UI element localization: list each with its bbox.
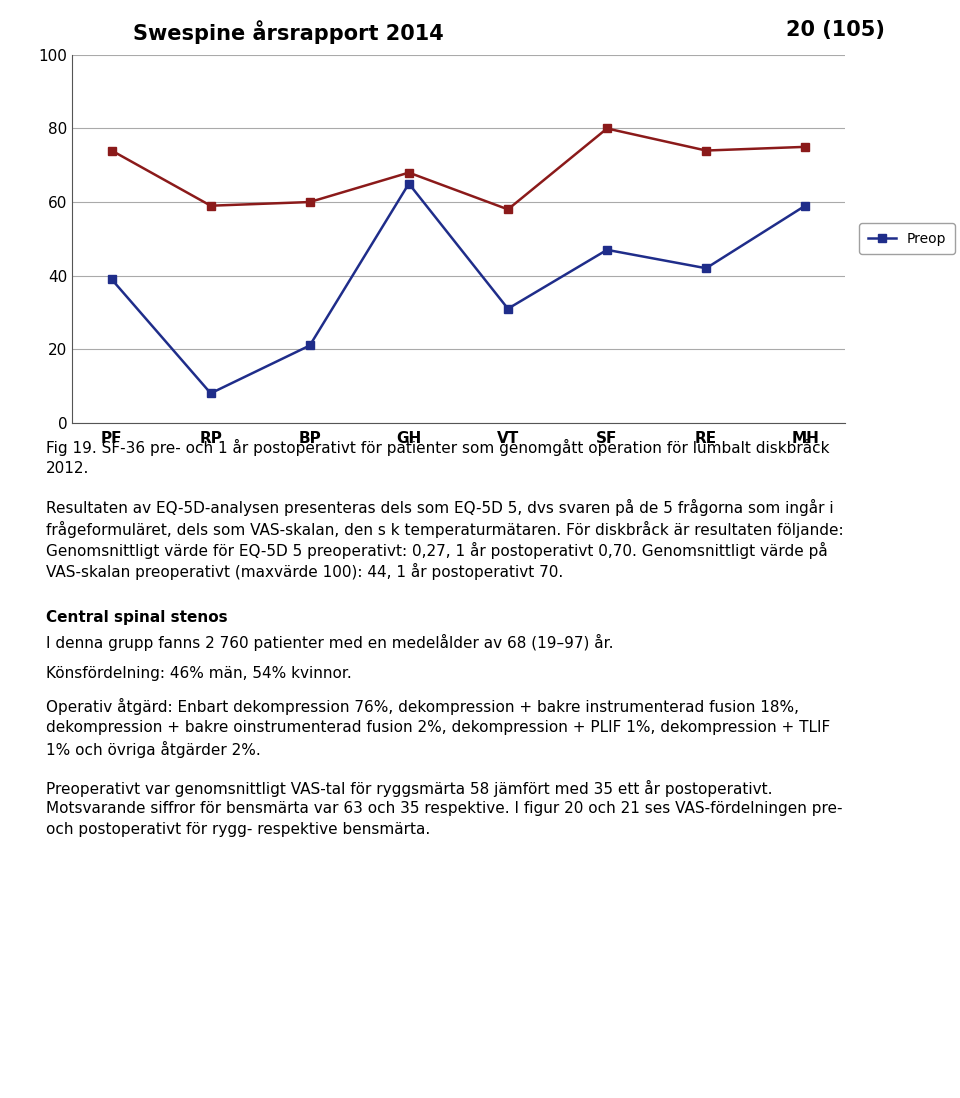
Text: dekompression + bakre oinstrumenterad fusion 2%, dekompression + PLIF 1%, dekomp: dekompression + bakre oinstrumenterad fu…	[46, 719, 830, 735]
Text: Preoperativt var genomsnittligt VAS-tal för ryggsmärta 58 jämfört med 35 ett år : Preoperativt var genomsnittligt VAS-tal …	[46, 780, 773, 797]
Text: Swespine årsrapport 2014: Swespine årsrapport 2014	[132, 20, 444, 44]
Text: 1% och övriga åtgärder 2%.: 1% och övriga åtgärder 2%.	[46, 741, 261, 758]
Legend: Preop: Preop	[859, 224, 954, 254]
Text: 2012.: 2012.	[46, 461, 89, 475]
Text: Fig 19. SF-36 pre- och 1 år postoperativt för patienter som genomgått operation : Fig 19. SF-36 pre- och 1 år postoperativ…	[46, 439, 829, 456]
Text: I denna grupp fanns 2 760 patienter med en medelålder av 68 (19–97) år.: I denna grupp fanns 2 760 patienter med …	[46, 634, 613, 651]
Text: VAS-skalan preoperativt (maxvärde 100): 44, 1 år postoperativt 70.: VAS-skalan preoperativt (maxvärde 100): …	[46, 563, 564, 581]
Text: 20 (105): 20 (105)	[786, 20, 884, 40]
Text: Könsfördelning: 46% män, 54% kvinnor.: Könsfördelning: 46% män, 54% kvinnor.	[46, 666, 351, 681]
Text: Resultaten av EQ-5D-analysen presenteras dels som EQ-5D 5, dvs svaren på de 5 fr: Resultaten av EQ-5D-analysen presenteras…	[46, 500, 833, 516]
Text: Operativ åtgärd: Enbart dekompression 76%, dekompression + bakre instrumenterad : Operativ åtgärd: Enbart dekompression 76…	[46, 698, 799, 715]
Text: och postoperativt för rygg- respektive bensmärta.: och postoperativt för rygg- respektive b…	[46, 822, 430, 838]
Text: Central spinal stenos: Central spinal stenos	[46, 610, 228, 626]
Text: frågeformuläret, dels som VAS-skalan, den s k temperaturmätaren. För diskbråck ä: frågeformuläret, dels som VAS-skalan, de…	[46, 520, 844, 538]
Text: Motsvarande siffror för bensmärta var 63 och 35 respektive. I figur 20 och 21 se: Motsvarande siffror för bensmärta var 63…	[46, 802, 843, 816]
Text: Genomsnittligt värde för EQ-5D 5 preoperativt: 0,27, 1 år postoperativt 0,70. Ge: Genomsnittligt värde för EQ-5D 5 preoper…	[46, 542, 828, 559]
